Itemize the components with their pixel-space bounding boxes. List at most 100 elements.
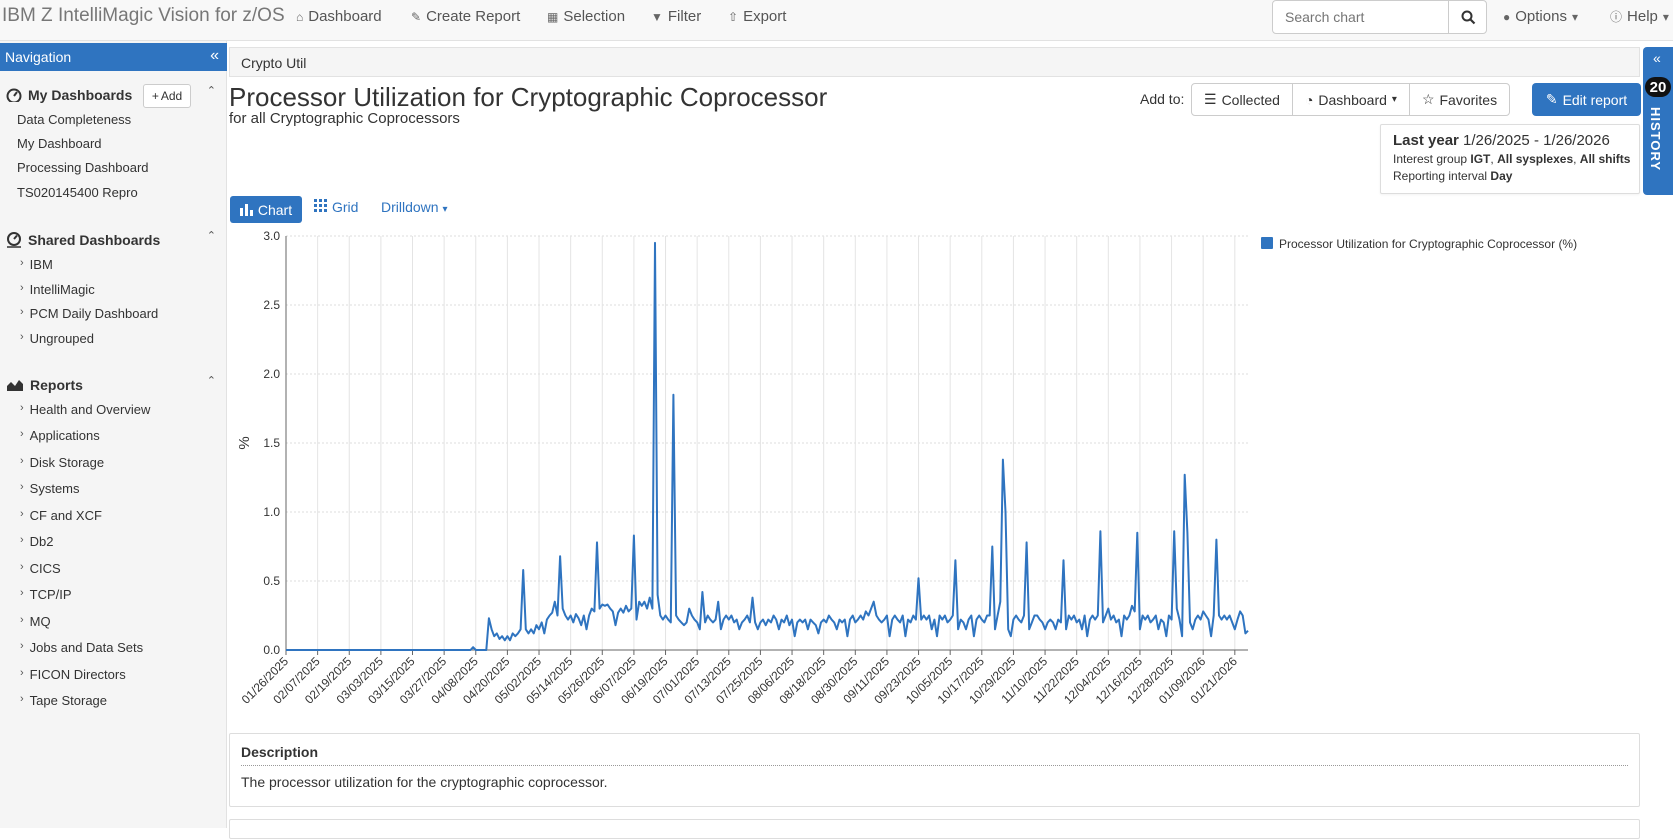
- search-input[interactable]: [1273, 1, 1449, 33]
- sidebar-item-cf-and-xcf[interactable]: › CF and XCF: [20, 508, 102, 523]
- series-line[interactable]: [286, 241, 1249, 651]
- sidebar-item-label: Health and Overview: [29, 402, 151, 417]
- secondary-panel: [229, 819, 1640, 839]
- star-icon: ☆: [1421, 91, 1435, 107]
- chart-axes: 0.00.51.01.52.02.53.001/26/202502/07/202…: [236, 229, 1248, 707]
- chevron-right-icon: ›: [20, 402, 24, 414]
- chevron-right-icon: ›: [20, 455, 24, 467]
- sidebar-item-tcpip[interactable]: › TCP/IP: [20, 587, 72, 602]
- shared-dashboards-header[interactable]: Shared Dashboards: [6, 232, 160, 248]
- breadcrumb: Crypto Util: [229, 47, 1640, 77]
- add-to-label: Add to:: [1140, 91, 1185, 107]
- sidebar-item-db2[interactable]: › Db2: [20, 534, 54, 549]
- y-tick-label: 1.5: [263, 436, 280, 450]
- dashboard-icon: [6, 88, 22, 102]
- chevron-up-icon[interactable]: ⌃: [206, 230, 216, 242]
- collapse-sidebar-icon[interactable]: «: [210, 47, 219, 64]
- nav-dashboard[interactable]: ⌂ Dashboard: [296, 8, 382, 25]
- sidebar-item-label: TCP/IP: [29, 587, 72, 602]
- chart-view-button[interactable]: Chart: [230, 196, 302, 223]
- nav-create-report[interactable]: ✎ Create Report: [411, 8, 520, 25]
- sidebar-item-mq[interactable]: › MQ: [20, 614, 51, 629]
- add-to-favorites-button[interactable]: ☆ Favorites: [1410, 84, 1509, 115]
- plus-icon: +: [151, 89, 159, 103]
- grid-view-button[interactable]: Grid: [314, 199, 358, 215]
- chevron-right-icon: ›: [20, 667, 24, 679]
- y-tick-label: 0.5: [263, 574, 280, 588]
- sidebar-item-systems[interactable]: › Systems: [20, 481, 80, 496]
- page-subtitle: for all Cryptographic Coprocessors: [229, 110, 460, 127]
- sidebar-item-label: Systems: [29, 481, 80, 496]
- expand-history-icon[interactable]: «: [1653, 50, 1661, 66]
- my-dashboards-header[interactable]: My Dashboards: [6, 87, 132, 103]
- description-panel: Description The processor utilization fo…: [229, 733, 1640, 807]
- period-label: Last year: [1393, 132, 1459, 149]
- nav-selection[interactable]: ▦ Selection: [547, 8, 625, 25]
- sidebar-item-data-completeness[interactable]: Data Completeness: [17, 112, 132, 127]
- sidebar-item-ts020145400-repro[interactable]: TS020145400 Repro: [17, 185, 138, 200]
- sidebar-item-ficon-directors[interactable]: › FICON Directors: [20, 667, 126, 682]
- add-to-dashboard-button[interactable]: ◔ Dashboard ▾: [1293, 84, 1410, 115]
- chevron-right-icon: ›: [20, 331, 24, 343]
- dashboard-label: Dashboard: [1318, 91, 1387, 108]
- options-menu[interactable]: ● Options ▾: [1503, 8, 1578, 25]
- page-title: Processor Utilization for Cryptographic …: [229, 82, 828, 112]
- sidebar-item-ungrouped[interactable]: › Ungrouped: [20, 331, 94, 346]
- reports-header[interactable]: Reports: [6, 377, 83, 393]
- dashboard-icon: ◔: [1304, 91, 1314, 108]
- options-label: Options: [1515, 8, 1567, 25]
- drilldown-dropdown[interactable]: Drilldown ▾: [381, 199, 448, 215]
- navigation-sidebar: Navigation « My Dashboards + Add ⌃ Data …: [0, 41, 227, 828]
- help-menu[interactable]: ⓘ Help ▾: [1610, 8, 1669, 25]
- sidebar-item-applications[interactable]: › Applications: [20, 428, 100, 443]
- my-dashboards-label: My Dashboards: [28, 87, 133, 103]
- sidebar-item-ibm[interactable]: › IBM: [20, 257, 53, 272]
- period-info-box[interactable]: Last year 1/26/2025 - 1/26/2026 Interest…: [1380, 124, 1640, 194]
- edit-report-button[interactable]: ✎ Edit report: [1532, 83, 1641, 116]
- chart-gridlines: [285, 235, 1248, 651]
- sidebar-item-label: Ungrouped: [29, 331, 94, 346]
- search-button[interactable]: [1450, 1, 1486, 33]
- history-panel-tab[interactable]: « 20 HISTORY: [1643, 47, 1673, 195]
- favorites-label: Favorites: [1439, 91, 1498, 108]
- reporting-interval-value: Day: [1490, 169, 1513, 183]
- add-dashboard-button[interactable]: + Add: [143, 84, 191, 108]
- app-title[interactable]: IBM Z IntelliMagic Vision for z/OS: [2, 5, 285, 26]
- area-chart-icon: [7, 380, 23, 391]
- sidebar-item-cics[interactable]: › CICS: [20, 561, 61, 576]
- sidebar-item-my-dashboard[interactable]: My Dashboard: [17, 136, 102, 151]
- sidebar-item-tape-storage[interactable]: › Tape Storage: [20, 693, 107, 708]
- sidebar-item-pcm-daily-dashboard[interactable]: › PCM Daily Dashboard: [20, 306, 158, 321]
- chevron-up-icon[interactable]: ⌃: [206, 375, 216, 387]
- help-label: Help: [1627, 8, 1658, 25]
- chart-legend[interactable]: Processor Utilization for Cryptographic …: [1261, 237, 1577, 251]
- sidebar-item-health-and-overview[interactable]: › Health and Overview: [20, 402, 150, 417]
- sidebar-item-label: IntelliMagic: [29, 282, 95, 297]
- search-icon: [1461, 10, 1475, 24]
- nav-filter[interactable]: ▼ Filter: [651, 8, 701, 25]
- chart-view-label: Chart: [257, 201, 293, 218]
- history-count-badge: 20: [1645, 77, 1671, 97]
- chevron-right-icon: ›: [20, 614, 24, 626]
- add-to-collected-button[interactable]: ☰ Collected: [1192, 84, 1293, 115]
- sidebar-item-label: PCM Daily Dashboard: [29, 306, 159, 321]
- sidebar-item-label: Tape Storage: [29, 693, 108, 708]
- navigation-header: Navigation «: [0, 43, 227, 71]
- legend-swatch: [1261, 237, 1273, 249]
- search-box: [1272, 0, 1487, 34]
- chevron-up-icon[interactable]: ⌃: [206, 85, 216, 97]
- caret-down-icon: ▾: [1662, 9, 1669, 24]
- utilization-line-chart[interactable]: 0.00.51.01.52.02.53.001/26/202502/07/202…: [229, 228, 1661, 728]
- sidebar-item-processing-dashboard[interactable]: Processing Dashboard: [17, 160, 149, 175]
- info-icon: ⓘ: [1610, 10, 1623, 24]
- sidebar-item-intellimagic[interactable]: › IntelliMagic: [20, 282, 95, 297]
- history-label: HISTORY: [1648, 107, 1663, 172]
- navigation-title: Navigation: [5, 49, 72, 65]
- sidebar-item-disk-storage[interactable]: › Disk Storage: [20, 455, 104, 470]
- export-icon: ⇧: [728, 9, 739, 24]
- nav-export[interactable]: ⇧ Export: [728, 8, 786, 25]
- reporting-interval-prefix: Reporting interval: [1393, 169, 1488, 183]
- chevron-right-icon: ›: [20, 561, 24, 573]
- description-heading: Description: [241, 744, 1628, 766]
- sidebar-item-jobs-and-data-sets[interactable]: › Jobs and Data Sets: [20, 640, 143, 655]
